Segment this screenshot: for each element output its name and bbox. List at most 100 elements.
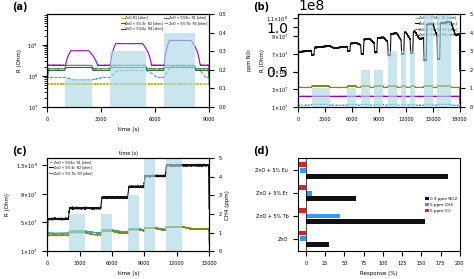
Bar: [401, 51, 406, 107]
ZnO + 5%Dy  R4 [ohm]: [428, 95, 434, 98]
Bar: [306, 174, 448, 179]
Bar: [298, 162, 306, 167]
Text: ppm NO₂: ppm NO₂: [247, 49, 252, 71]
ZnO + 5%Eu  R1 [ohm]: [114, 229, 119, 232]
X-axis label: Response (%): Response (%): [360, 271, 398, 276]
Line: ZnO + 5%Dy  R4 [ohm]: ZnO + 5%Dy R4 [ohm]: [47, 40, 209, 72]
ZnO + 5% Tb  R3 [ohm]: [186, 65, 191, 68]
ZnO + 5% Tb  R3 [ohm]: [392, 84, 398, 88]
ZnO + 5% Er  R2 [ohm]: [73, 66, 78, 69]
ZnO + 5% Er  R2 [ohm]: [114, 196, 119, 199]
Y-axis label: R (Ohm): R (Ohm): [260, 49, 265, 72]
ZnO + 5%Dy  R4 [ohm]: [107, 64, 112, 67]
ZnO + 5% Er  R2 [ohm]: [45, 78, 50, 81]
ZnO + 5% Tb  R3 [ohm]: [114, 231, 119, 234]
ZnO + 5% Tb  R3 [ohm]: [193, 227, 199, 230]
ZnO + 5% Er  R2 [ohm]: [201, 162, 207, 166]
ZnO + 5%Dy  R4 [ohm]: [45, 70, 50, 74]
ZnO + 5%Eu  R1 [ohm]: [73, 64, 78, 67]
Bar: [166, 158, 182, 251]
ZnO + 5%Eu  R1 [ohm]: [114, 64, 119, 67]
ZnO-R1 [ohm]: [45, 82, 50, 86]
ZnO + 5%Eu  R1 [ohm]: [428, 103, 434, 106]
ZnO + 5% Tb  R3 [ohm]: [107, 76, 112, 79]
ZnO + 5% Tb  R3 [ohm]: [401, 84, 406, 88]
ZnO + 5% Er  R2 [ohm]: [416, 36, 421, 39]
Bar: [311, 88, 329, 107]
Bar: [306, 242, 329, 247]
ZnO + 5%Dy  R4 [ohm]: [186, 39, 191, 42]
Line: ZnO + 5% Er  R2 [ohm]: ZnO + 5% Er R2 [ohm]: [298, 22, 460, 83]
ZnO + 5% Er  R2 [ohm]: [357, 43, 363, 46]
Bar: [110, 51, 146, 107]
ZnO-R1 [ohm]: [73, 82, 78, 86]
ZnO + 5% Er  R2 [ohm]: [112, 196, 118, 199]
ZnO + 5% Er  R2 [ohm]: [392, 32, 398, 35]
ZnO + 5%Eu  R1 [ohm]: [63, 64, 69, 68]
ZnO + 5% Er  R2 [ohm]: [186, 66, 191, 69]
Legend: ZnO + 5%Eu  R1 [ohm], ZnO + 5% Er  R2 [ohm], ZnO + 5% Tb  R3 [ohm]: ZnO + 5%Eu R1 [ohm], ZnO + 5% Er R2 [ohm…: [49, 160, 92, 175]
Line: ZnO + 5%Dy  R4 [ohm]: ZnO + 5%Dy R4 [ohm]: [298, 96, 460, 106]
ZnO + 5% Er  R2 [ohm]: [457, 69, 463, 73]
ZnO + 5% Tb  R3 [ohm]: [63, 76, 69, 79]
ZnO + 5% Er  R2 [ohm]: [447, 20, 453, 23]
Bar: [286, 208, 306, 213]
Line: ZnO + 5% Tb  R3 [ohm]: ZnO + 5% Tb R3 [ohm]: [47, 226, 209, 246]
ZnO + 5% Tb  R3 [ohm]: [457, 98, 463, 102]
ZnO + 5%Eu  R1 [ohm]: [179, 64, 184, 67]
Line: ZnO + 5%Eu  R1 [ohm]: ZnO + 5%Eu R1 [ohm]: [47, 226, 209, 245]
Bar: [438, 14, 451, 107]
Bar: [306, 213, 340, 218]
ZnO + 5% Tb  R3 [ohm]: [112, 230, 118, 234]
Legend: 0.3 ppm NO2, 5 ppm CH4, 5 ppm CO: 0.3 ppm NO2, 5 ppm CH4, 5 ppm CO: [424, 196, 458, 213]
ZnO-R1 [ohm]: [203, 82, 209, 86]
Bar: [306, 196, 356, 201]
ZnO + 5% Er  R2 [ohm]: [63, 66, 69, 70]
ZnO + 5% Er  R2 [ohm]: [45, 237, 50, 240]
ZnO-R1 [ohm]: [154, 83, 159, 86]
ZnO + 5% Er  R2 [ohm]: [428, 23, 434, 26]
ZnO + 5%Eu  R1 [ohm]: [121, 230, 127, 233]
ZnO + 5% Tb  R3 [ohm]: [169, 225, 174, 228]
Bar: [164, 33, 195, 107]
ZnO + 5%Dy  R4 [ohm]: [416, 95, 421, 98]
Line: ZnO + 5% Tb  R3 [ohm]: ZnO + 5% Tb R3 [ohm]: [47, 67, 209, 84]
ZnO + 5%Eu  R1 [ohm]: [357, 104, 363, 107]
Line: ZnO + 5%Eu  R1 [ohm]: ZnO + 5%Eu R1 [ohm]: [298, 104, 460, 110]
ZnO-R1 [ohm]: [114, 82, 119, 86]
ZnO + 5%Eu  R1 [ohm]: [416, 104, 421, 107]
ZnO + 5%Eu  R1 [ohm]: [186, 64, 191, 67]
ZnO + 5% Er  R2 [ohm]: [107, 69, 112, 72]
ZnO + 5% Tb  R3 [ohm]: [45, 83, 50, 86]
ZnO + 5%Dy  R4 [ohm]: [325, 94, 330, 98]
Bar: [128, 195, 139, 251]
ZnO + 5%Eu  R1 [ohm]: [206, 76, 212, 79]
ZnO + 5%Eu  R1 [ohm]: [112, 229, 118, 232]
Legend: ZnO-R1 [ohm], ZnO + 5% Er  R2 [ohm], ZnO + 5%Dy  R4 [ohm], ZnO + 5%Eu  R1 [ohm],: ZnO-R1 [ohm], ZnO + 5% Er R2 [ohm], ZnO …: [120, 16, 208, 31]
Bar: [424, 14, 433, 107]
ZnO + 5% Tb  R3 [ohm]: [201, 227, 207, 231]
ZnO + 5%Dy  R4 [ohm]: [403, 94, 409, 98]
ZnO + 5% Er  R2 [ohm]: [325, 44, 330, 48]
Bar: [388, 51, 397, 107]
ZnO + 5%Dy  R4 [ohm]: [357, 95, 363, 98]
ZnO + 5%Dy  R4 [ohm]: [457, 102, 463, 106]
ZnO-R1 [ohm]: [186, 82, 191, 86]
ZnO + 5%Dy  R4 [ohm]: [114, 42, 119, 45]
Bar: [306, 219, 425, 224]
X-axis label: time (s): time (s): [118, 271, 139, 276]
ZnO + 5%Eu  R1 [ohm]: [169, 225, 175, 228]
ZnO + 5% Tb  R3 [ohm]: [206, 83, 212, 86]
ZnO + 5% Er  R2 [ohm]: [206, 77, 212, 81]
ZnO + 5%Eu  R1 [ohm]: [457, 108, 463, 111]
Text: (b): (b): [253, 2, 269, 12]
Line: ZnO + 5% Er  R2 [ohm]: ZnO + 5% Er R2 [ohm]: [47, 67, 209, 80]
Text: (a): (a): [12, 2, 27, 12]
ZnO + 5% Tb  R3 [ohm]: [189, 65, 194, 68]
Bar: [374, 70, 383, 107]
Y-axis label: R (Ohm): R (Ohm): [17, 49, 22, 72]
ZnO + 5%Dy  R4 [ohm]: [206, 71, 212, 74]
Bar: [101, 214, 112, 251]
ZnO + 5% Er  R2 [ohm]: [162, 175, 168, 178]
ZnO-R1 [ohm]: [101, 82, 107, 85]
